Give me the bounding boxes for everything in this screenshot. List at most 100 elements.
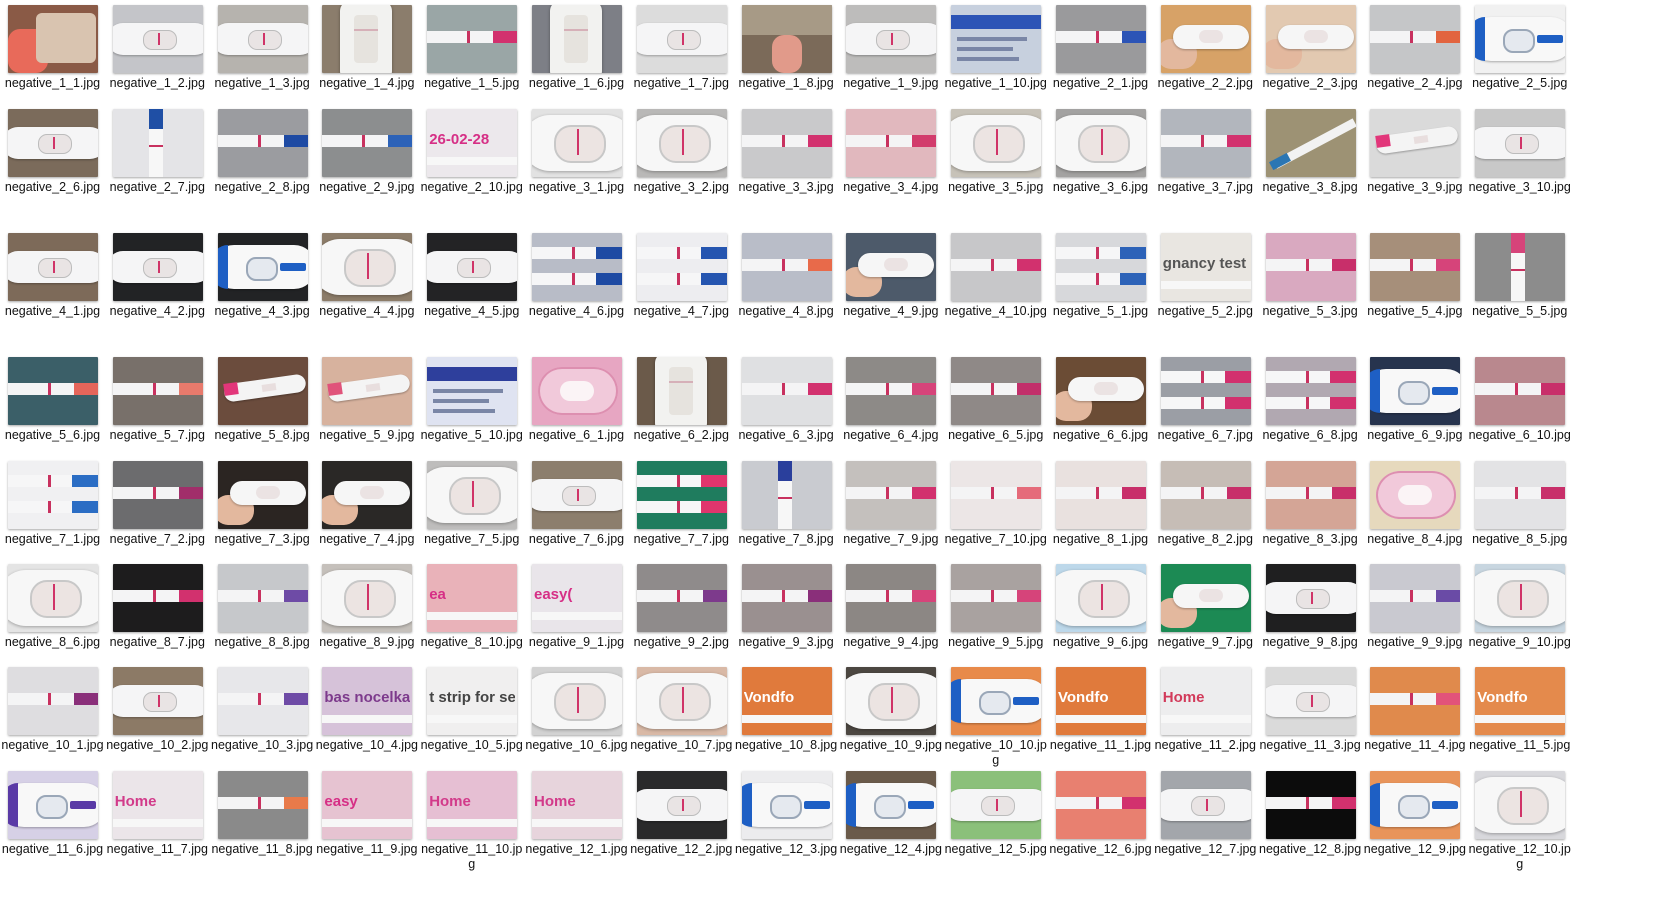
file-name-label[interactable]: negative_8_9.jpg: [319, 635, 415, 649]
file-name-label[interactable]: negative_9_10.jpg: [1468, 635, 1571, 649]
file-thumbnail[interactable]: [846, 667, 937, 735]
file-name-label[interactable]: negative_10_6.jpg: [525, 738, 628, 752]
file-thumbnail[interactable]: [1160, 109, 1251, 177]
file-name-label[interactable]: negative_6_7.jpg: [1157, 428, 1253, 442]
file-thumbnail[interactable]: [741, 233, 832, 301]
file-thumbnail[interactable]: Vondfo: [1056, 667, 1146, 735]
file-thumbnail[interactable]: [427, 461, 518, 529]
file-name-label[interactable]: negative_3_10.jpg: [1468, 180, 1571, 194]
file-thumbnail[interactable]: [1475, 233, 1566, 301]
file-thumbnail[interactable]: [846, 461, 937, 529]
file-name-label[interactable]: negative_9_3.jpg: [738, 635, 834, 649]
file-thumbnail[interactable]: [1265, 5, 1356, 73]
file-name-label[interactable]: negative_2_7.jpg: [109, 180, 205, 194]
file-name-label[interactable]: negative_1_6.jpg: [528, 76, 625, 90]
file-name-label[interactable]: negative_1_10.jpg: [944, 76, 1047, 90]
file-thumbnail[interactable]: [427, 357, 518, 425]
file-thumbnail[interactable]: [1265, 461, 1356, 529]
file-thumbnail[interactable]: [636, 667, 727, 735]
file-name-label[interactable]: negative_11_3.jpg: [1259, 738, 1361, 752]
file-thumbnail[interactable]: [112, 233, 203, 301]
file-thumbnail[interactable]: [636, 564, 727, 632]
file-thumbnail[interactable]: [951, 667, 1042, 735]
file-thumbnail[interactable]: [1160, 564, 1251, 632]
file-thumbnail[interactable]: [1056, 461, 1146, 529]
file-name-label[interactable]: negative_10_3.jpg: [211, 738, 314, 752]
file-thumbnail[interactable]: [1370, 109, 1461, 177]
file-name-label[interactable]: negative_5_3.jpg: [1262, 304, 1358, 318]
file-name-label[interactable]: negative_12_7.jpg: [1154, 842, 1257, 856]
file-thumbnail[interactable]: [427, 233, 518, 301]
file-thumbnail[interactable]: [1056, 357, 1146, 425]
file-name-label[interactable]: negative_4_6.jpg: [528, 304, 625, 318]
file-name-label[interactable]: negative_6_1.jpg: [528, 428, 625, 442]
file-name-label[interactable]: negative_8_2.jpg: [1157, 532, 1253, 546]
file-thumbnail[interactable]: [322, 233, 413, 301]
file-name-label[interactable]: negative_7_9.jpg: [843, 532, 939, 546]
file-name-label[interactable]: negative_11_5.jpg: [1469, 738, 1571, 752]
file-name-label[interactable]: negative_4_7.jpg: [633, 304, 729, 318]
file-thumbnail[interactable]: 26-02-28: [427, 109, 518, 177]
file-name-label[interactable]: negative_2_2.jpg: [1157, 76, 1253, 90]
file-thumbnail[interactable]: [1475, 109, 1566, 177]
file-thumbnail[interactable]: [1056, 5, 1146, 73]
file-name-label[interactable]: negative_3_2.jpg: [633, 180, 729, 194]
file-name-label[interactable]: negative_7_5.jpg: [424, 532, 520, 546]
file-thumbnail[interactable]: Home: [112, 771, 203, 839]
file-name-label[interactable]: negative_2_1.jpg: [1052, 76, 1149, 90]
file-name-label[interactable]: negative_11_9.jpg: [316, 842, 418, 856]
file-name-label[interactable]: negative_1_8.jpg: [738, 76, 834, 90]
file-thumbnail[interactable]: [1265, 771, 1356, 839]
file-name-label[interactable]: negative_3_6.jpg: [1052, 180, 1149, 194]
file-thumbnail[interactable]: [8, 233, 98, 301]
file-name-label[interactable]: negative_8_4.jpg: [1367, 532, 1463, 546]
file-thumbnail[interactable]: [8, 771, 98, 839]
file-name-label[interactable]: negative_12_10.jpg: [1468, 842, 1571, 871]
file-thumbnail[interactable]: [8, 667, 98, 735]
file-name-label[interactable]: negative_12_2.jpg: [630, 842, 733, 856]
file-name-label[interactable]: negative_10_2.jpg: [106, 738, 209, 752]
file-name-label[interactable]: negative_9_6.jpg: [1052, 635, 1149, 649]
file-name-label[interactable]: negative_9_2.jpg: [633, 635, 729, 649]
file-thumbnail[interactable]: [532, 5, 622, 73]
file-name-label[interactable]: negative_3_1.jpg: [528, 180, 625, 194]
file-thumbnail[interactable]: Vondfo: [741, 667, 832, 735]
file-thumbnail[interactable]: [1160, 771, 1251, 839]
file-thumbnail[interactable]: [1475, 5, 1566, 73]
file-thumbnail[interactable]: [217, 5, 308, 73]
file-thumbnail[interactable]: [1160, 357, 1251, 425]
file-name-label[interactable]: negative_5_1.jpg: [1052, 304, 1149, 318]
file-name-label[interactable]: negative_12_1.jpg: [525, 842, 628, 856]
file-thumbnail[interactable]: [532, 461, 622, 529]
file-thumbnail[interactable]: easy(: [532, 564, 622, 632]
file-thumbnail[interactable]: [427, 5, 518, 73]
file-name-label[interactable]: negative_9_4.jpg: [843, 635, 939, 649]
file-thumbnail[interactable]: [322, 564, 413, 632]
file-thumbnail[interactable]: [636, 461, 727, 529]
file-name-label[interactable]: negative_10_4.jpg: [315, 738, 418, 752]
file-thumbnail[interactable]: [217, 667, 308, 735]
file-name-label[interactable]: negative_11_6.jpg: [1, 842, 104, 856]
file-name-label[interactable]: negative_11_4.jpg: [1364, 738, 1466, 752]
file-name-label[interactable]: negative_2_5.jpg: [1472, 76, 1568, 90]
file-thumbnail[interactable]: [1475, 461, 1566, 529]
file-thumbnail[interactable]: [1475, 564, 1566, 632]
file-name-label[interactable]: negative_2_8.jpg: [214, 180, 310, 194]
file-name-label[interactable]: negative_4_8.jpg: [738, 304, 834, 318]
file-thumbnail[interactable]: [112, 109, 203, 177]
file-thumbnail[interactable]: [8, 5, 98, 73]
file-thumbnail[interactable]: [8, 109, 98, 177]
file-thumbnail[interactable]: [1265, 357, 1356, 425]
file-thumbnail[interactable]: gnancy test strip fo: [1160, 233, 1251, 301]
file-name-label[interactable]: negative_8_10.jpg: [420, 635, 523, 649]
file-thumbnail[interactable]: ea: [427, 564, 518, 632]
file-name-label[interactable]: negative_11_2.jpg: [1154, 738, 1256, 752]
file-thumbnail[interactable]: [112, 461, 203, 529]
file-thumbnail[interactable]: [1265, 564, 1356, 632]
file-thumbnail[interactable]: [741, 357, 832, 425]
file-name-label[interactable]: negative_5_5.jpg: [1472, 304, 1568, 318]
file-thumbnail[interactable]: [636, 357, 727, 425]
file-thumbnail[interactable]: [112, 564, 203, 632]
file-name-label[interactable]: negative_3_3.jpg: [738, 180, 834, 194]
file-thumbnail[interactable]: [532, 109, 622, 177]
